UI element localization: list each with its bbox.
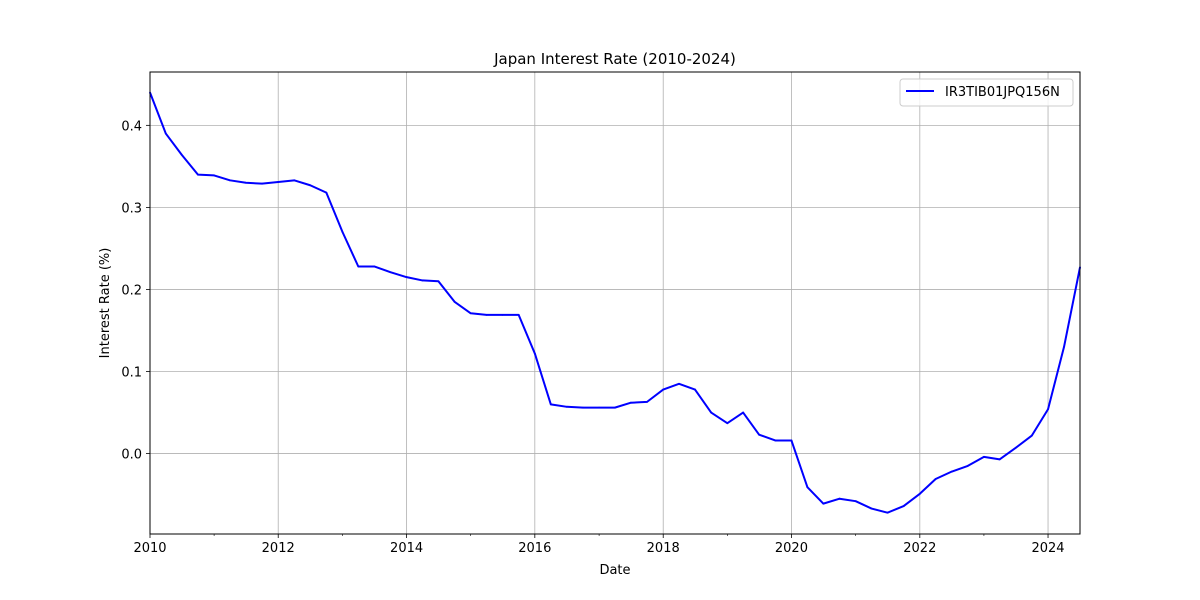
series-point (549, 403, 552, 406)
x-tick-label: 2014 (390, 541, 423, 556)
series-point (614, 406, 616, 409)
x-tick-label: 2012 (262, 541, 295, 556)
series-point (357, 265, 360, 268)
series-point (1063, 346, 1065, 348)
series-layer (149, 91, 1081, 514)
legend-label: IR3TIB01JPQ156N (945, 85, 1060, 100)
series-point (453, 300, 456, 303)
series-point (742, 411, 745, 414)
series-point (1030, 434, 1033, 437)
series-point (822, 502, 825, 505)
series-point (983, 455, 985, 458)
y-tick-label: 0.0 (121, 448, 142, 463)
series-point (582, 406, 584, 409)
x-tick-label: 2024 (1031, 541, 1064, 556)
x-tick-label: 2022 (903, 541, 936, 556)
series-point (180, 153, 183, 156)
plot-frame (149, 71, 1081, 535)
x-tick-label: 2010 (133, 541, 166, 556)
series-point (389, 271, 392, 274)
series-point (710, 411, 713, 414)
tick-layer: 2010 2012 2014 2016 2018 2020 2022 2024 0.0 0.1 0.… (121, 119, 1064, 556)
y-axis-title: Interest Rate (%) (98, 248, 113, 359)
series-point (630, 401, 632, 404)
series-point (886, 511, 889, 514)
series-point (790, 439, 793, 442)
series-point (774, 439, 777, 442)
series-point (229, 179, 231, 182)
series-point (469, 312, 472, 315)
series-point (277, 181, 280, 183)
series-point (309, 184, 312, 187)
series-point (533, 352, 536, 355)
series-point (918, 492, 921, 495)
x-tick-label: 2018 (647, 541, 680, 556)
series-point (806, 486, 809, 489)
series-point (164, 132, 167, 135)
x-tick-label: 2016 (518, 541, 551, 556)
series-point (902, 505, 905, 507)
series-point (854, 500, 857, 503)
series-point (373, 265, 376, 268)
legend: IR3TIB01JPQ156N (899, 78, 1074, 107)
y-tick-label: 0.2 (121, 283, 142, 298)
y-tick-label: 0.1 (121, 366, 142, 381)
series-point (213, 174, 216, 177)
series-line (149, 92, 1081, 514)
series-point (517, 314, 520, 316)
series-point (501, 314, 504, 316)
x-axis-title: Date (599, 563, 630, 578)
chart-title: Japan Interest Rate (2010-2024) (493, 50, 736, 68)
series-point (678, 382, 680, 385)
series-point (485, 314, 488, 316)
series-point (694, 388, 696, 391)
legend-box (899, 78, 1074, 107)
series-point (261, 182, 263, 185)
series-point (838, 497, 841, 500)
series-point (662, 388, 665, 391)
series-point (1014, 446, 1017, 449)
series-point (998, 458, 1001, 461)
series-point (758, 433, 761, 436)
series-point (437, 280, 440, 283)
series-point (950, 470, 953, 473)
series-point (870, 507, 873, 510)
series-point (598, 406, 600, 409)
series-point (421, 279, 424, 282)
series-point (405, 276, 408, 279)
series-point (197, 173, 199, 176)
series-point (565, 405, 568, 408)
series-point (293, 179, 296, 182)
series-point (934, 478, 937, 480)
series-point (325, 191, 328, 194)
series-point (966, 464, 969, 467)
series-point (245, 181, 247, 184)
series-point (646, 400, 648, 403)
series-point (726, 422, 729, 425)
y-tick-label: 0.4 (121, 119, 142, 134)
series-point (341, 231, 344, 233)
x-tick-label: 2020 (775, 541, 808, 556)
y-tick-label: 0.3 (121, 201, 142, 216)
grid-layer (149, 72, 1080, 534)
series-point (1047, 408, 1049, 411)
